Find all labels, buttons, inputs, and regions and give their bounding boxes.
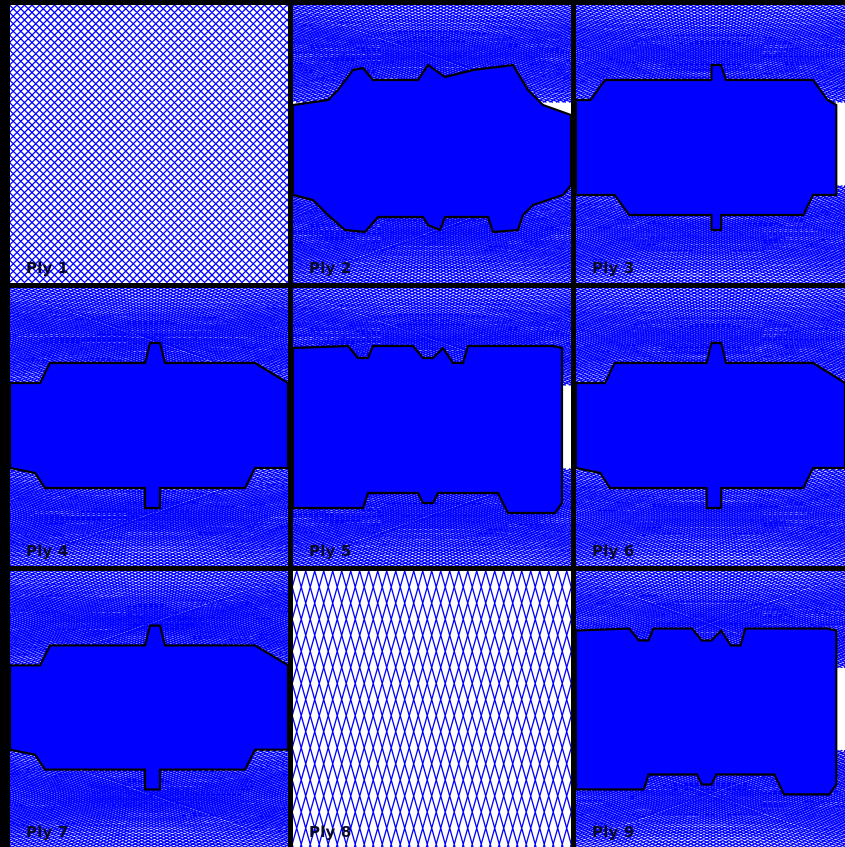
ply-panel-8: Ply 8: [293, 571, 571, 847]
ply-5-solid-region: [293, 344, 564, 515]
ply-2-solid-region: [293, 63, 571, 234]
ply-8-label: Ply 8: [309, 823, 352, 841]
ply-9-plot: [576, 571, 845, 847]
ply-8-fiber-mesh: [293, 571, 571, 847]
ply-4-plot: [10, 288, 288, 566]
ply-panel-9: Ply 9: [576, 571, 845, 847]
ply-6-solid-region: [576, 341, 845, 510]
ply-panel-7: Ply 7: [10, 571, 288, 847]
ply-panel-4: Ply 4: [10, 288, 288, 566]
ply-panel-6: Ply 6: [576, 288, 845, 566]
ply-4-label: Ply 4: [26, 542, 69, 560]
ply-7-solid-region: [10, 624, 288, 791]
ply-3-plot: [576, 5, 845, 283]
ply-9-label: Ply 9: [592, 823, 635, 841]
ply-2-plot: [293, 5, 571, 283]
ply-7-fiber-mesh: [10, 571, 288, 847]
ply-2-label: Ply 2: [309, 259, 352, 277]
ply-2-fiber-mesh: [293, 5, 571, 283]
ply-4-fiber-mesh: [10, 288, 288, 566]
ply-7-plot: [10, 571, 288, 847]
ply-6-fiber-mesh: [576, 288, 845, 566]
ply-1-plot: [10, 5, 288, 283]
ply-1-label: Ply 1: [26, 259, 69, 277]
ply-3-label: Ply 3: [592, 259, 635, 277]
ply-1-fiber-mesh: [10, 5, 288, 283]
ply-panel-1: Ply 1: [10, 5, 288, 283]
ply-panel-2: Ply 2: [293, 5, 571, 283]
ply-7-label: Ply 7: [26, 823, 69, 841]
ply-4-solid-region: [10, 341, 288, 510]
ply-9-solid-region: [576, 627, 838, 796]
ply-5-plot: [293, 288, 571, 566]
ply-5-label: Ply 5: [309, 542, 352, 560]
ply-3-solid-region: [576, 63, 838, 232]
ply-panel-5: Ply 5: [293, 288, 571, 566]
ply-3-fiber-mesh: [576, 5, 845, 283]
ply-6-label: Ply 6: [592, 542, 635, 560]
ply-5-fiber-mesh: [293, 288, 571, 566]
ply-panel-3: Ply 3: [576, 5, 845, 283]
ply-8-plot: [293, 571, 571, 847]
ply-6-plot: [576, 288, 845, 566]
